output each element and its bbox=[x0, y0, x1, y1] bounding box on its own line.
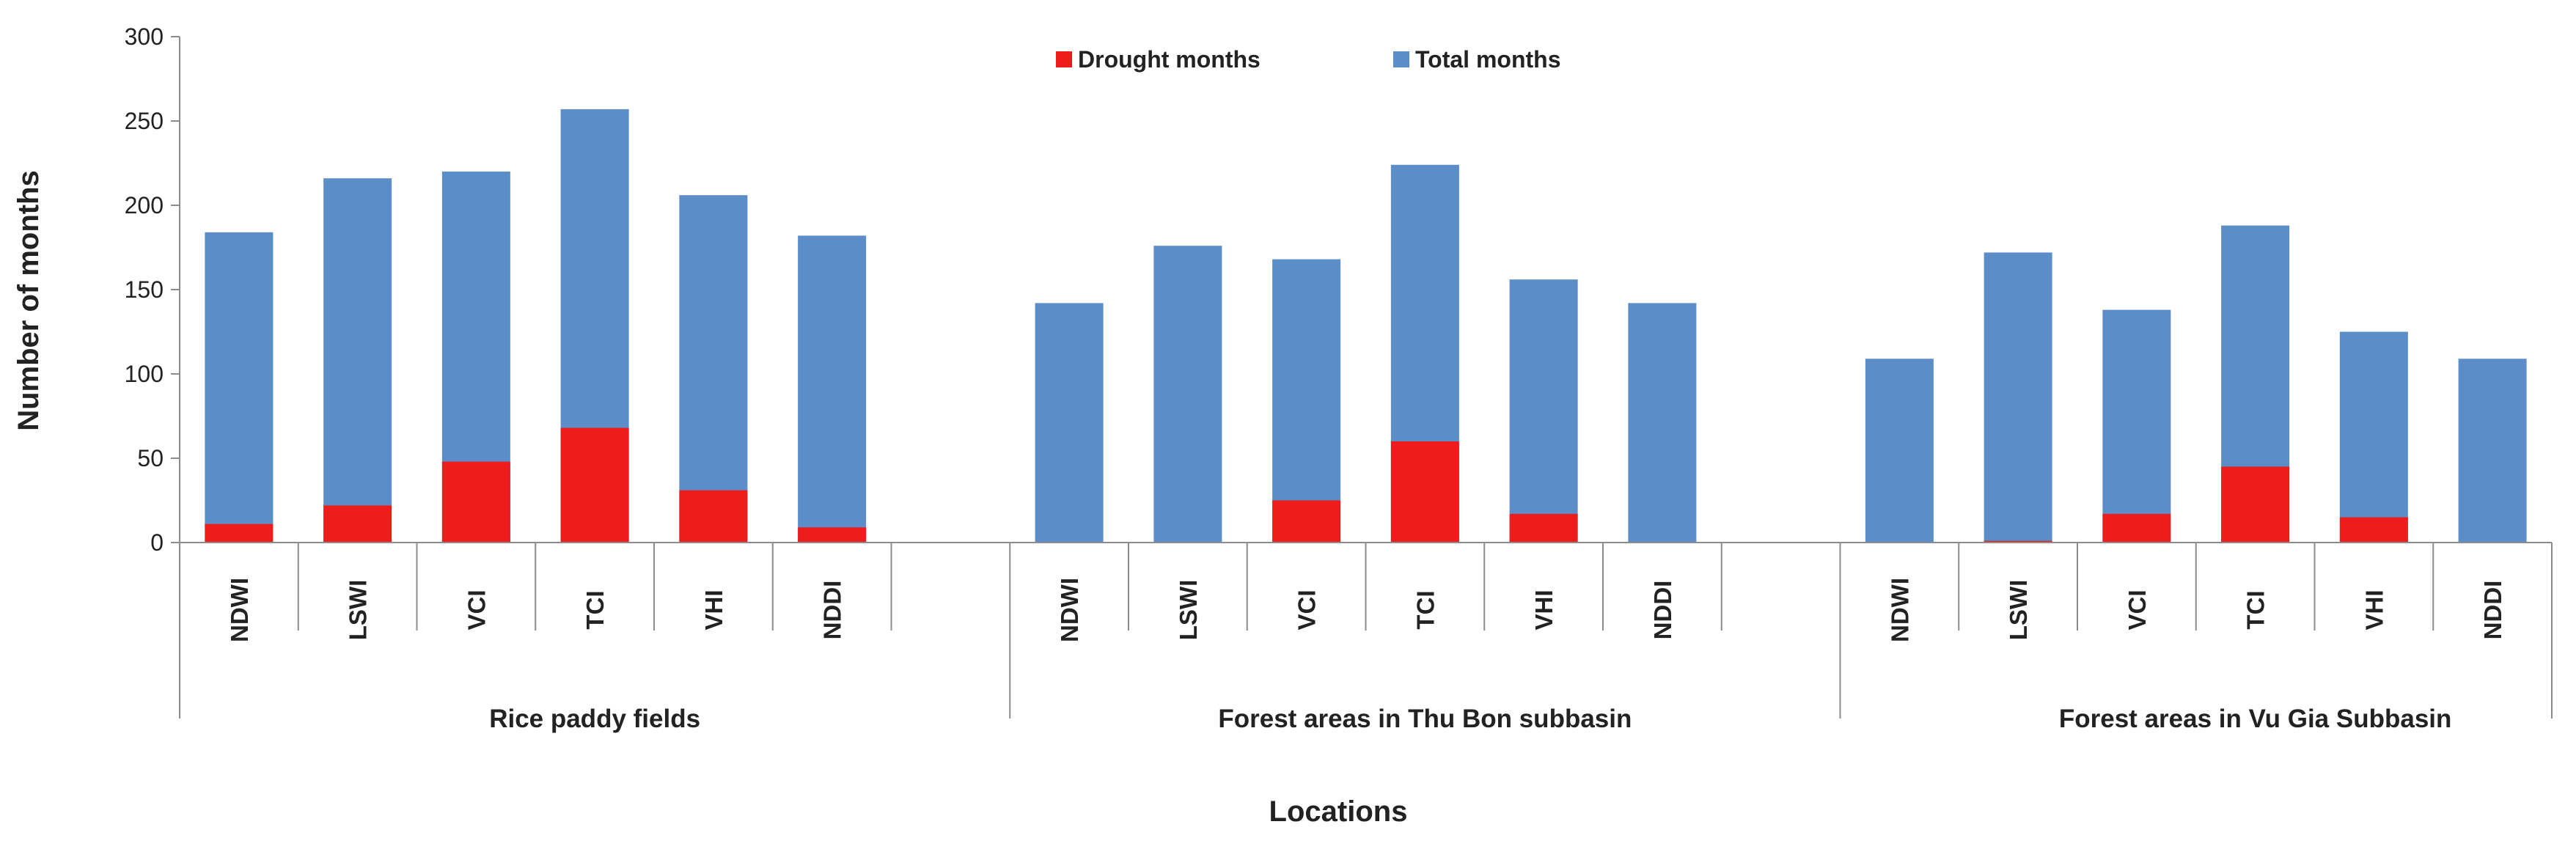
x-tick-label: TCI bbox=[2242, 590, 2269, 629]
y-tick-label: 100 bbox=[125, 361, 164, 387]
bar-drought bbox=[2102, 513, 2171, 543]
legend-label-drought: Drought months bbox=[1078, 46, 1261, 73]
x-axis-title: Locations bbox=[1269, 795, 1408, 828]
x-tick-label: VCI bbox=[463, 589, 490, 630]
bar-total bbox=[1984, 252, 2052, 543]
x-tick-label: VHI bbox=[2360, 589, 2388, 630]
x-tick-label: NDDI bbox=[1649, 581, 1676, 640]
legend-swatch-drought bbox=[1056, 51, 1072, 67]
labels-layer: 0 50 100 150 200 250 300 NDWI LSWI VCI TCI VHI NDDI N… bbox=[125, 23, 2507, 733]
y-tick-label: 200 bbox=[125, 192, 164, 218]
bar-total bbox=[1272, 259, 1341, 543]
bar-drought bbox=[2221, 466, 2290, 543]
bar-total bbox=[2339, 331, 2408, 543]
group-label: Forest areas in Vu Gia Subbasin bbox=[2059, 705, 2452, 733]
x-tick-label: VCI bbox=[2124, 589, 2151, 630]
y-tick-label: 300 bbox=[125, 23, 164, 50]
x-tick-label: TCI bbox=[581, 590, 609, 629]
bars-layer bbox=[205, 109, 2527, 543]
bar-drought bbox=[205, 523, 274, 543]
x-tick-label: VCI bbox=[1293, 589, 1321, 630]
bar-drought bbox=[1509, 513, 1578, 543]
x-tick-label: NDDI bbox=[819, 581, 846, 640]
bar-drought bbox=[323, 505, 392, 543]
legend-label-total: Total months bbox=[1415, 46, 1561, 73]
x-tick-label: VHI bbox=[1530, 589, 1557, 630]
bar-drought bbox=[1272, 500, 1341, 543]
bar-drought bbox=[1390, 441, 1459, 543]
bar-total bbox=[1865, 359, 1934, 543]
y-tick-label: 50 bbox=[137, 445, 164, 471]
bar-drought bbox=[2339, 517, 2408, 543]
axes-layer bbox=[171, 36, 2553, 718]
bar-drought bbox=[1984, 540, 2052, 543]
bar-total bbox=[1153, 246, 1222, 543]
x-tick-label: LSWI bbox=[1175, 580, 1202, 640]
bar-drought bbox=[798, 527, 867, 543]
x-tick-label: TCI bbox=[1412, 590, 1439, 629]
group-label: Rice paddy fields bbox=[489, 705, 700, 733]
y-tick-label: 250 bbox=[125, 108, 164, 134]
bar-total bbox=[1509, 279, 1578, 543]
x-tick-label: VHI bbox=[700, 589, 727, 630]
y-axis-title: Number of months bbox=[12, 170, 45, 431]
y-tick-label: 0 bbox=[150, 529, 164, 556]
x-tick-label: NDWI bbox=[1056, 578, 1083, 642]
bar-total bbox=[2102, 309, 2171, 543]
bar-total bbox=[798, 235, 867, 543]
bar-total bbox=[679, 195, 748, 543]
x-tick-label: LSWI bbox=[345, 580, 372, 640]
x-tick-label: NDWI bbox=[1886, 578, 1913, 642]
bar-drought bbox=[441, 461, 510, 543]
bar-total bbox=[2458, 359, 2527, 543]
bar-total bbox=[1035, 303, 1104, 543]
legend-swatch-total bbox=[1393, 51, 1409, 67]
bar-total bbox=[323, 178, 392, 543]
x-tick-label: NDDI bbox=[2479, 581, 2506, 640]
bar-total bbox=[1628, 303, 1697, 543]
legend: Drought months Total months bbox=[1056, 46, 1561, 73]
bar-total bbox=[205, 232, 274, 543]
bar-drought bbox=[560, 427, 629, 543]
x-tick-label: LSWI bbox=[2005, 580, 2032, 640]
y-tick-label: 150 bbox=[125, 276, 164, 303]
x-tick-label: NDWI bbox=[226, 578, 253, 642]
bar-drought bbox=[679, 490, 748, 543]
group-label: Forest areas in Thu Bon subbasin bbox=[1218, 705, 1632, 733]
